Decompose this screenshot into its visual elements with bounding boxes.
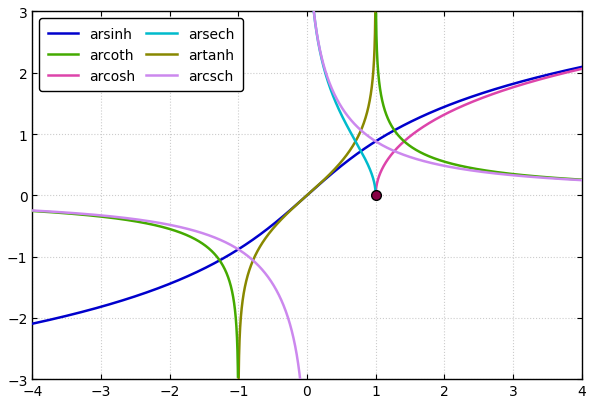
Legend: arsinh, arcoth, arcosh, arsech, artanh, arcsch: arsinh, arcoth, arcosh, arsech, artanh, …	[39, 19, 243, 92]
